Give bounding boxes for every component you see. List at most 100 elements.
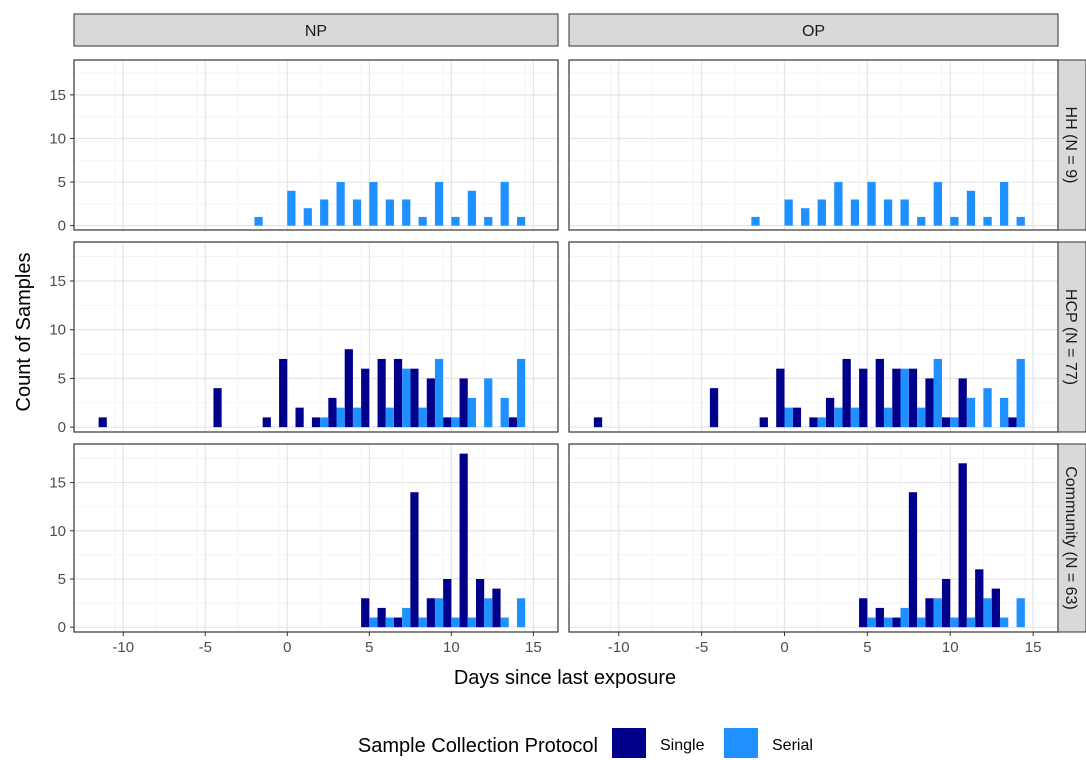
bar-serial [883,407,893,428]
legend: Sample Collection Protocol Single Serial [358,728,813,758]
bar-serial [516,598,526,628]
bar-single [1008,417,1017,428]
bar-single [361,368,370,428]
bar-single [759,417,768,428]
y-tick-label: 0 [58,619,66,636]
bar-serial [950,617,959,628]
x-tick-label: 10 [942,639,959,656]
legend-swatch-single [612,728,646,758]
legend-swatch-serial [724,728,758,758]
bar-serial [999,397,1009,428]
bar-serial [320,199,329,226]
y-tick-label: 0 [58,419,66,436]
y-tick-label: 5 [58,174,66,191]
panel-np-row-2 [73,443,559,633]
bar-serial [500,182,509,226]
panel-op-row-2 [568,443,1059,633]
bar-serial [434,358,444,428]
bar-single [925,378,934,428]
bar-serial [352,199,362,226]
bar-single [443,578,452,628]
bar-serial [950,216,959,226]
bar-single [410,492,419,628]
bar-serial [933,358,942,428]
bar-single [593,417,603,428]
bar-serial [983,388,992,428]
bar-single [344,349,353,428]
bar-serial [402,607,411,628]
bar-serial [385,407,394,428]
bar-serial [900,368,909,428]
bar-serial [817,417,826,428]
bar-serial [500,617,509,628]
bar-serial [418,407,427,428]
bar-serial [784,199,793,226]
bar-serial [999,182,1009,226]
bar-single [792,407,802,428]
bar-serial [784,407,793,428]
bar-serial [801,208,810,226]
bar-single [492,588,501,628]
bar-serial [867,617,876,628]
axis-ticks: 0 5 10 15 0 5 10 15 0 5 10 15 -10 -5 0 5 10 15 -10 -5 0 5 10 15 [49,87,1041,656]
bar-serial [451,216,460,226]
x-tick-label: 0 [283,639,291,656]
bar-single [892,617,901,628]
bar-single [475,578,485,628]
bar-serial [917,216,926,226]
x-tick-label: 0 [780,639,788,656]
bar-serial [369,182,378,226]
y-tick-label: 5 [58,370,66,387]
bar-serial [484,216,493,226]
bar-single [859,368,868,428]
bar-serial [434,182,444,226]
x-tick-label: 5 [863,639,871,656]
y-tick-label: 15 [49,475,66,492]
bar-serial [751,216,760,226]
bar-serial [1016,216,1025,226]
bar-single [361,598,370,628]
bar-serial [516,216,526,226]
bar-serial [402,368,411,428]
panel-border [73,443,559,633]
x-tick-label: -5 [695,639,708,656]
panel-background [74,60,558,230]
bar-single [859,598,868,628]
bar-single [393,617,403,628]
bar-serial [966,190,976,226]
bar-serial [950,417,959,428]
row-strip-label: HCP (N = 77) [1062,289,1079,385]
y-tick-label: 10 [49,130,66,147]
bar-serial [983,216,992,226]
bar-serial [434,598,444,628]
legend-title: Sample Collection Protocol [358,735,598,757]
panels-layer [73,59,1059,633]
bar-single [328,397,337,428]
bar-serial [418,617,427,628]
bar-single [958,378,967,428]
bar-single [459,378,468,428]
bar-single [377,607,386,628]
bar-serial [352,407,362,428]
bar-serial [516,358,526,428]
bar-serial [451,617,460,628]
bar-serial [1016,358,1025,428]
bar-serial [917,407,926,428]
bar-serial [467,397,476,428]
bar-serial [867,182,876,226]
bar-serial [917,617,926,628]
legend-label-serial: Serial [772,737,813,754]
column-strip-op [568,13,1059,47]
row-strip-1 [1057,241,1086,433]
bar-single [975,569,984,628]
bar-single [410,368,419,428]
bar-serial [883,617,893,628]
x-tick-label: 5 [365,639,373,656]
facet-strips: NP OP HH (N = 9) HCP (N = 77) Community (N =… [73,13,1086,633]
bar-serial [336,182,345,226]
bar-serial [320,417,329,428]
panel-np-row-1 [73,241,559,433]
bar-serial [900,199,909,226]
bar-serial [484,378,493,428]
